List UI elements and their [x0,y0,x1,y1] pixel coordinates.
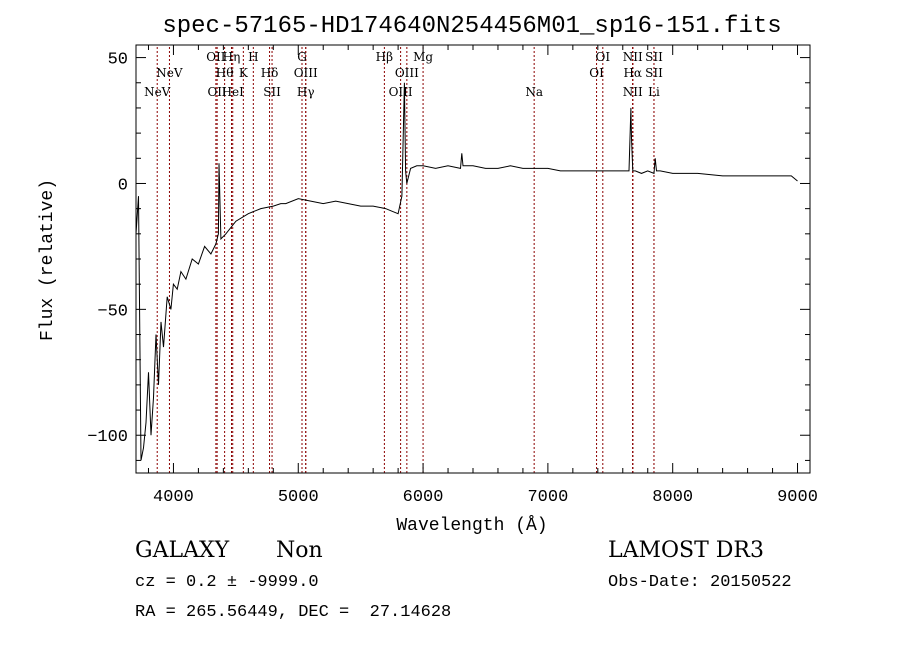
x-tick-label: 6000 [403,488,444,507]
x-tick-label: 7000 [527,488,568,507]
marker-label: OI [589,66,604,80]
chart-title: spec-57165-HD174640N254456M01_sp16-151.f… [162,13,781,40]
marker-label: Mg [413,50,433,64]
marker-label: SII [645,66,663,80]
marker-label: NeV [144,85,171,99]
marker-label: Hθ [216,66,234,80]
marker-label: OII [206,50,226,64]
marker-label: SII [645,50,663,64]
observation-date: Obs-Date: 20150522 [608,573,792,592]
y-tick-label: −100 [87,428,128,447]
x-tick-label: 4000 [153,488,194,507]
marker-label: H [248,50,258,64]
object-class: GALAXY [135,538,230,563]
marker-label: SII [263,85,281,99]
marker-label: OII [207,85,227,99]
x-tick-label: 9000 [777,488,818,507]
marker-label: OI [596,50,611,64]
x-tick-label: 5000 [278,488,319,507]
marker-label: Li [648,85,660,99]
marker-label: G [297,50,307,64]
marker-label: OIII [389,85,413,99]
spectrum-line [135,82,798,461]
marker-label: Hη [223,50,241,64]
emission-line-markers [156,47,655,473]
marker-label: NeV [156,66,183,80]
marker-label: HeI [222,85,245,99]
y-tick-label: −50 [97,302,128,321]
marker-label: OIII [294,66,318,80]
marker-label: Hα [623,66,642,80]
y-axis: −100 −50 0 50 [87,51,810,461]
y-tick-label: 0 [118,176,128,195]
marker-label: Hγ [297,85,315,99]
marker-label: Hδ [261,66,279,80]
marker-label: NII [623,85,643,99]
marker-label: NII [623,50,643,64]
marker-label: Na [525,85,543,99]
redshift-readout: cz = 0.2 ± -9999.0 [135,573,319,592]
marker-label: OIII [395,66,419,80]
plot-frame [135,44,811,474]
marker-label: K [239,66,249,80]
y-tick-label: 50 [108,51,128,70]
emission-line-labels: NeVNeVOIIOIIHθHηHeIKHHδSIIGOIIIHγHβOIIIO… [144,50,663,99]
y-axis-label: Flux (relative) [38,179,58,341]
x-axis: 4000 5000 6000 7000 8000 9000 [147,45,818,507]
object-subclass: Non [276,538,323,563]
survey-name: LAMOST DR3 [608,538,764,563]
coordinates-readout: RA = 265.56449, DEC = 27.14628 [135,603,452,622]
marker-label: Hβ [376,50,393,64]
x-tick-label: 8000 [652,488,693,507]
x-axis-label: Wavelength (Å) [396,515,547,536]
